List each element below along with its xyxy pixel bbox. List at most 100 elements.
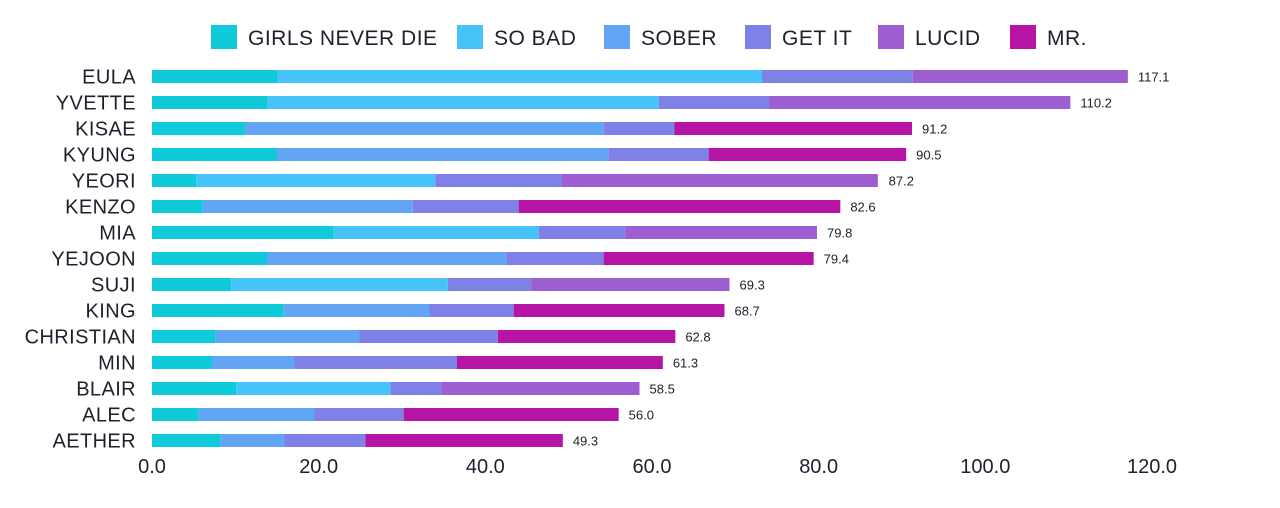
bar-segment: ALEC — SOBER: 13.9 (198, 408, 315, 421)
bar-segment: KISAE — GIRLS NEVER DIE: 11.1 (152, 122, 245, 135)
bar-segment: MIA — LUCID: 23 (625, 226, 817, 239)
total-label: 61.3 (673, 356, 698, 371)
category-label: YEORI (72, 171, 136, 193)
total-label: 62.8 (685, 330, 710, 345)
total-label: 91.2 (922, 122, 947, 137)
total-label: 87.2 (889, 174, 914, 189)
bar-row: MIN — GIRLS NEVER DIE: 7.2MIN — SOBER: 9… (152, 356, 663, 369)
category-label: YEJOON (51, 249, 136, 271)
bar-row: KENZO — GIRLS NEVER DIE: 6.1KENZO — SOBE… (152, 200, 841, 213)
bar-row: YEJOON — GIRLS NEVER DIE: 13.8YEJOON — S… (152, 252, 814, 265)
bar-segment: YEJOON — MR.: 25.2 (603, 252, 814, 265)
bar-segment: BLAIR — SO BAD: 18.5 (236, 382, 391, 395)
total-labels: 117.1 110.2 91.2 90.587.2 82.6 79.8 79.4 69.3 68… (573, 70, 1170, 449)
legend-item: LUCID (878, 25, 981, 50)
bar-segment: KENZO — SOBER: 25.2 (202, 200, 413, 213)
bar-segment: ALEC — GIRLS NEVER DIE: 5.6 (152, 408, 199, 421)
bar-segment: SUJI — LUCID: 23.8 (531, 278, 730, 291)
bar-segment: AETHER — SOBER: 7.7 (220, 434, 285, 447)
bar-segment: KING — MR.: 25.3 (513, 304, 725, 317)
category-label: CHRISTIAN (25, 327, 136, 349)
category-label: AETHER (52, 431, 136, 453)
bar-row: KING — GIRLS NEVER DIE: 15.8KING — SOBER… (152, 304, 725, 317)
bar-segment: SUJI — GET IT: 10 (447, 278, 532, 291)
bar-row: AETHER — GIRLS NEVER DIE: 8.2AETHER — SO… (152, 434, 563, 447)
x-tick-label: 40.0 (466, 456, 505, 478)
total-label: 82.6 (850, 200, 875, 215)
bar-segment: EULA — GET IT: 18.1 (762, 70, 913, 83)
legend-label: SOBER (641, 27, 717, 50)
bar-segment: YEORI — LUCID: 37.9 (562, 174, 878, 187)
bar-segment: KISAE — SOBER: 43.1 (244, 122, 604, 135)
bar-segment: KISAE — GET IT: 8.5 (603, 122, 675, 135)
bar-segment: KING — GIRLS NEVER DIE: 15.8 (152, 304, 284, 317)
bar-segment: KENZO — GIRLS NEVER DIE: 6.1 (152, 200, 203, 213)
bar-segment: YVETTE — SO BAD: 46.9 (267, 96, 659, 109)
x-tick-label: 80.0 (799, 456, 838, 478)
category-label: KISAE (75, 119, 136, 141)
bar-segment: KYUNG — GET IT: 12 (608, 148, 709, 161)
bar-row: YEORI — GIRLS NEVER DIE: 5.3YEORI — SO B… (152, 174, 878, 187)
legend-swatch (878, 25, 904, 49)
bar-row: ALEC — GIRLS NEVER DIE: 5.6ALEC — SOBER:… (152, 408, 619, 421)
bar-row: KYUNG — GIRLS NEVER DIE: 15KYUNG — SOBER… (152, 148, 907, 161)
category-label: BLAIR (76, 379, 136, 401)
bar-segment: ALEC — MR.: 25.8 (403, 408, 619, 421)
x-axis: 0.0 20.0 40.0 60.0 80.0 100.0 120.0 (138, 456, 1177, 478)
x-tick-label: 100.0 (960, 456, 1010, 478)
bar-segment: KING — GET IT: 10.1 (429, 304, 514, 317)
bar-segment: MIN — GET IT: 19.5 (294, 356, 457, 369)
bar-segment: YEORI — SO BAD: 28.7 (196, 174, 436, 187)
x-tick-label: 0.0 (138, 456, 166, 478)
legend-item: GET IT (745, 25, 852, 50)
bar-segment: EULA — SO BAD: 58.2 (277, 70, 762, 83)
x-tick-label: 20.0 (299, 456, 338, 478)
total-label: 69.3 (740, 278, 765, 293)
total-label: 68.7 (735, 304, 760, 319)
bar-row: YVETTE — GIRLS NEVER DIE: 13.9YVETTE — S… (152, 96, 1071, 109)
bar-segment: MIA — SO BAD: 24.6 (333, 226, 539, 239)
legend: GIRLS NEVER DIE SO BAD SOBER GET IT LUCID MR. (211, 25, 1087, 50)
bar-segment: YVETTE — GIRLS NEVER DIE: 13.9 (152, 96, 268, 109)
bar-segment: EULA — LUCID: 25.8 (912, 70, 1128, 83)
bar-segment: ALEC — GET IT: 10.7 (314, 408, 404, 421)
total-label: 49.3 (573, 434, 598, 449)
bar-segment: CHRISTIAN — GET IT: 16.6 (359, 330, 498, 343)
bar-segment: SUJI — SO BAD: 26 (231, 278, 448, 291)
bar-segment: YVETTE — GET IT: 13.3 (658, 96, 770, 109)
bar-segment: EULA — GIRLS NEVER DIE: 15 (152, 70, 277, 83)
bar-segment: CHRISTIAN — MR.: 21.3 (497, 330, 676, 343)
category-label: SUJI (91, 275, 136, 297)
bar-segment: CHRISTIAN — SOBER: 17.3 (215, 330, 360, 343)
bar-segment: YEJOON — SOBER: 28.7 (267, 252, 507, 265)
category-label: YVETTE (56, 93, 136, 115)
bar-row: KISAE — GIRLS NEVER DIE: 11.1KISAE — SOB… (152, 122, 912, 135)
bar-segment: KING — SOBER: 17.5 (283, 304, 430, 317)
legend-label: LUCID (915, 27, 981, 50)
bar-segment: BLAIR — GET IT: 6.1 (390, 382, 442, 395)
category-label: MIA (99, 223, 136, 245)
bar-segment: YEORI — GET IT: 15.2 (435, 174, 562, 187)
bar-row: CHRISTIAN — GIRLS NEVER DIE: 7.6CHRISTIA… (152, 330, 676, 343)
bar-segment: AETHER — GET IT: 9.7 (284, 434, 366, 447)
total-label: 58.5 (650, 382, 675, 397)
bar-row: BLAIR — GIRLS NEVER DIE: 10.1BLAIR — SO … (152, 382, 640, 395)
total-label: 117.1 (1138, 70, 1170, 85)
legend-label: SO BAD (494, 27, 576, 50)
total-label: 110.2 (1080, 96, 1112, 111)
bar-segment: MIA — GET IT: 10.4 (538, 226, 626, 239)
category-axis: EULA YVETTE KISAE KYUNG YEORI KENZO MIA YEJOON S… (25, 67, 137, 453)
legend-swatch (211, 25, 237, 49)
x-tick-label: 60.0 (633, 456, 672, 478)
bar-segment: YEORI — GIRLS NEVER DIE: 5.3 (152, 174, 197, 187)
bar-segment: AETHER — MR.: 23.7 (365, 434, 563, 447)
bar-segment: KYUNG — MR.: 23.7 (708, 148, 907, 161)
bar-row: SUJI — GIRLS NEVER DIE: 9.5SUJI — SO BAD… (152, 278, 730, 291)
category-label: MIN (98, 353, 136, 375)
total-label: 79.8 (827, 226, 852, 241)
bar-segment: MIN — SOBER: 9.9 (212, 356, 295, 369)
category-label: KING (86, 301, 137, 323)
legend-swatch (604, 25, 630, 49)
category-label: KYUNG (63, 145, 136, 167)
total-label: 90.5 (916, 148, 941, 163)
